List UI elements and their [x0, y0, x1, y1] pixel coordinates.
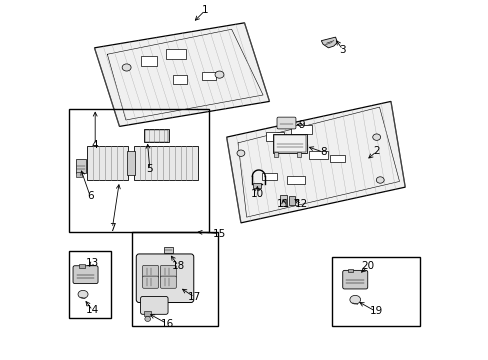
Ellipse shape — [349, 296, 360, 304]
Bar — [308, 151, 328, 158]
FancyBboxPatch shape — [73, 266, 98, 284]
Bar — [274, 135, 305, 152]
Text: 4: 4 — [92, 140, 98, 150]
FancyBboxPatch shape — [160, 265, 176, 278]
Bar — [290, 125, 312, 134]
Bar — [69, 109, 208, 232]
Bar — [253, 183, 261, 188]
Bar — [145, 130, 168, 142]
FancyBboxPatch shape — [142, 276, 158, 288]
Bar — [165, 49, 185, 59]
Bar — [262, 173, 276, 180]
Bar — [347, 269, 353, 272]
Ellipse shape — [122, 64, 131, 71]
Bar — [272, 134, 306, 153]
Bar — [296, 153, 300, 157]
Bar — [141, 56, 157, 66]
Text: 13: 13 — [86, 258, 99, 268]
Bar — [134, 146, 198, 180]
Bar — [76, 172, 82, 177]
Text: 9: 9 — [298, 120, 305, 130]
FancyBboxPatch shape — [160, 276, 176, 288]
Bar — [280, 195, 286, 206]
Polygon shape — [94, 23, 269, 126]
Bar — [80, 264, 84, 267]
Text: 6: 6 — [87, 191, 93, 201]
Text: 11: 11 — [277, 199, 290, 209]
Bar — [265, 132, 283, 141]
Ellipse shape — [144, 316, 150, 321]
Bar — [76, 158, 86, 173]
FancyBboxPatch shape — [276, 117, 295, 129]
FancyBboxPatch shape — [136, 254, 193, 302]
Text: 14: 14 — [86, 305, 99, 315]
Ellipse shape — [376, 177, 384, 183]
Text: 17: 17 — [187, 292, 201, 302]
FancyBboxPatch shape — [140, 296, 168, 314]
Bar — [87, 146, 128, 180]
Text: 19: 19 — [368, 306, 382, 316]
Text: 5: 5 — [146, 164, 153, 174]
Text: 1: 1 — [202, 5, 208, 15]
Bar — [173, 75, 187, 84]
FancyBboxPatch shape — [342, 270, 367, 289]
Polygon shape — [226, 102, 405, 223]
Text: 16: 16 — [160, 319, 173, 329]
Text: 20: 20 — [361, 261, 373, 271]
Bar — [287, 176, 305, 184]
Bar — [164, 247, 173, 253]
Text: 8: 8 — [319, 147, 325, 157]
Bar — [274, 153, 277, 157]
Ellipse shape — [237, 150, 244, 157]
Bar — [127, 152, 135, 175]
Bar — [144, 129, 169, 143]
Bar — [132, 232, 217, 327]
Bar — [144, 311, 151, 316]
Bar — [69, 251, 110, 318]
Bar — [331, 257, 419, 327]
Ellipse shape — [215, 71, 224, 78]
Text: 10: 10 — [250, 189, 264, 199]
Bar — [288, 196, 294, 205]
Ellipse shape — [78, 291, 88, 298]
Text: 7: 7 — [109, 223, 115, 233]
Bar — [201, 72, 216, 80]
Text: 18: 18 — [171, 261, 184, 271]
FancyBboxPatch shape — [142, 265, 158, 278]
Polygon shape — [321, 37, 337, 48]
Text: 12: 12 — [294, 199, 307, 209]
Text: 3: 3 — [339, 45, 346, 55]
Ellipse shape — [372, 134, 380, 140]
Text: 2: 2 — [373, 147, 379, 157]
Bar — [329, 155, 344, 162]
Text: 15: 15 — [212, 229, 225, 239]
